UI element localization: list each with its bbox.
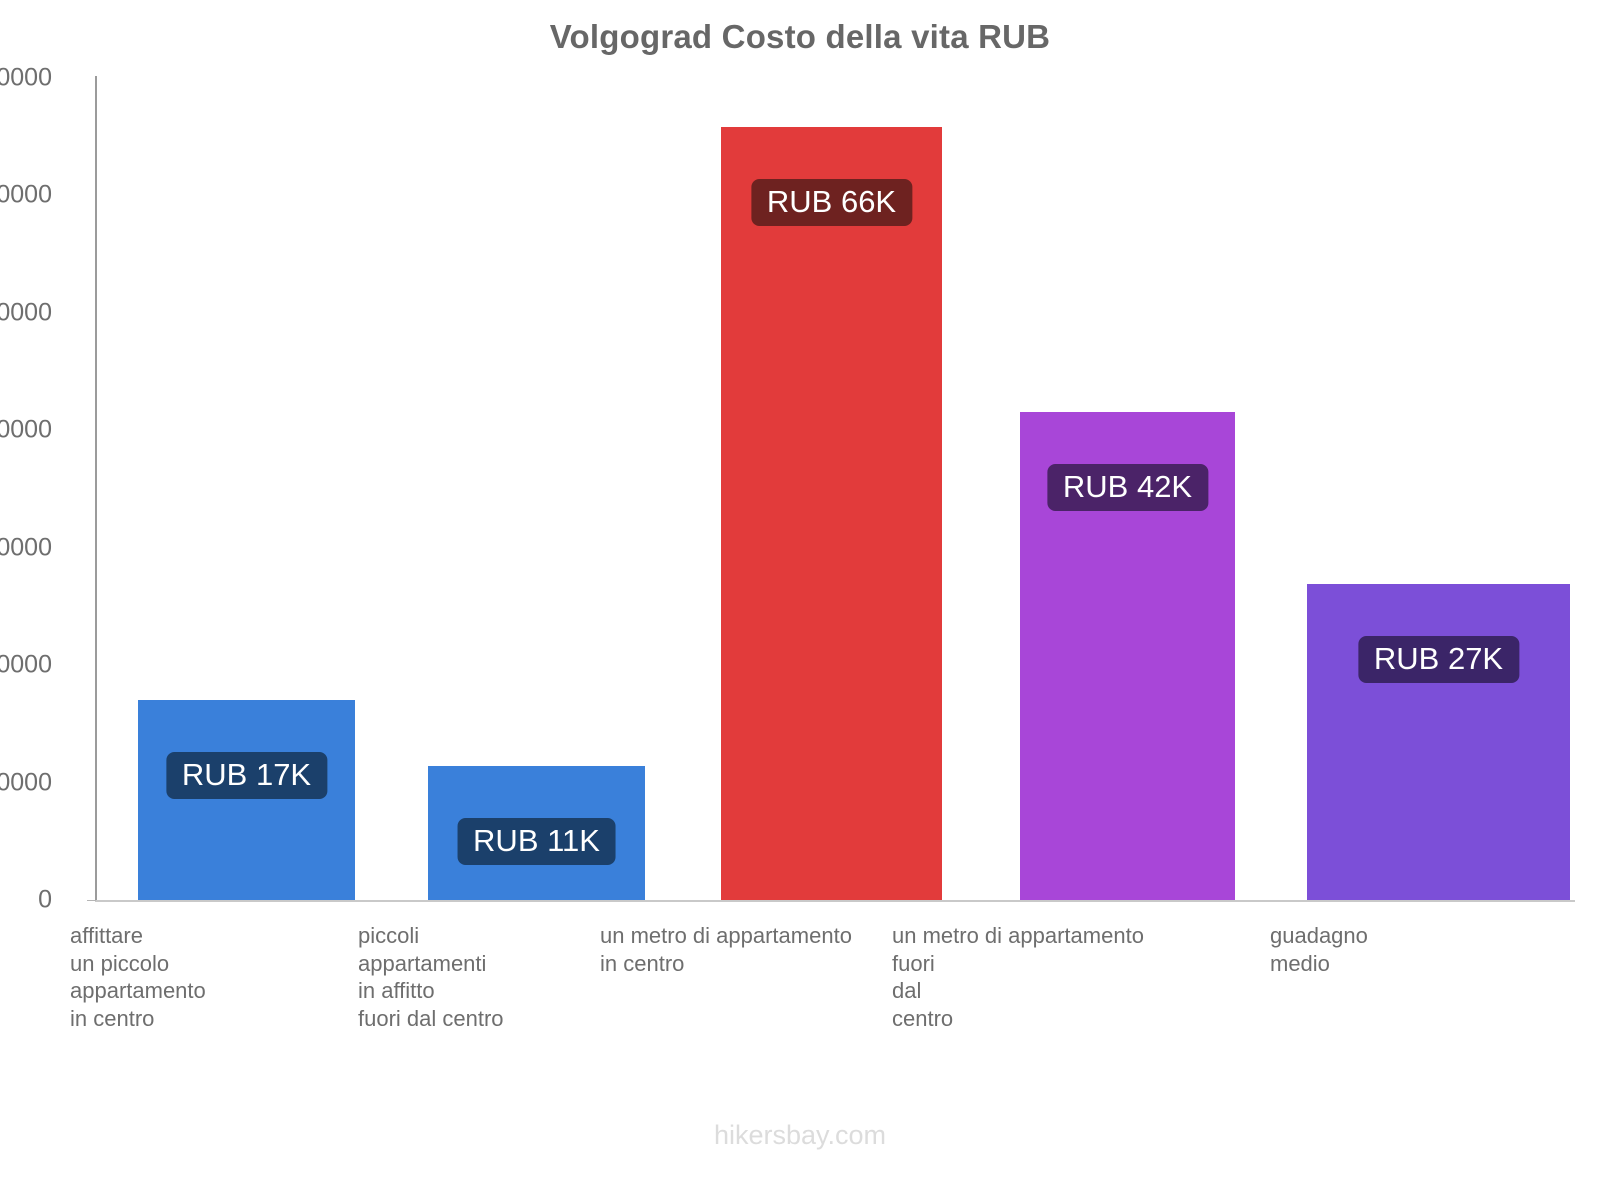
bar-value-label: RUB 66K <box>750 179 913 227</box>
x-axis-category-label-5: guadagno medio <box>1270 923 1368 976</box>
y-axis-tick-label: 30000 <box>0 533 52 562</box>
bar-1[interactable]: RUB 17K <box>138 700 355 900</box>
y-axis-tick-label: 0 <box>38 885 52 914</box>
y-axis-tick-label: 10000 <box>0 768 52 797</box>
plot-area: 0 10000 20000 30000 40000 50000 60000 70000 RUB … <box>0 64 1570 914</box>
page-title: Volgograd Costo della vita RUB <box>549 18 1051 55</box>
bar-value-label: RUB 11K <box>457 818 616 866</box>
x-axis-category-label-1: affittare un piccolo appartamento in cen… <box>70 923 206 1031</box>
x-axis-line <box>95 900 1575 902</box>
bar-3[interactable]: RUB 66K <box>721 127 942 900</box>
bar-4[interactable]: RUB 42K <box>1020 411 1235 900</box>
watermark: hikersbay.com <box>713 1120 887 1150</box>
bar-value-label: RUB 17K <box>165 752 328 800</box>
bar-5[interactable]: RUB 27K <box>1307 584 1570 900</box>
y-axis-tick-label: 20000 <box>0 650 52 679</box>
y-axis-line <box>95 76 97 902</box>
x-axis-category-label-4: un metro di appartamento fuori dal centr… <box>892 923 1144 1031</box>
y-axis-tick-label: 60000 <box>0 180 52 209</box>
bar-2[interactable]: RUB 11K <box>428 766 645 900</box>
y-axis-tick-mark <box>87 900 96 901</box>
x-axis-category-label-3: un metro di appartamento in centro <box>600 923 852 976</box>
y-axis-tick-label: 70000 <box>0 63 52 92</box>
x-axis-category-label-2: piccoli appartamenti in affitto fuori da… <box>358 923 504 1031</box>
y-axis-tick-label: 50000 <box>0 298 52 327</box>
y-axis-tick-label: 40000 <box>0 415 52 444</box>
bar-value-label: RUB 27K <box>1357 636 1520 684</box>
bar-value-label: RUB 42K <box>1046 463 1209 511</box>
